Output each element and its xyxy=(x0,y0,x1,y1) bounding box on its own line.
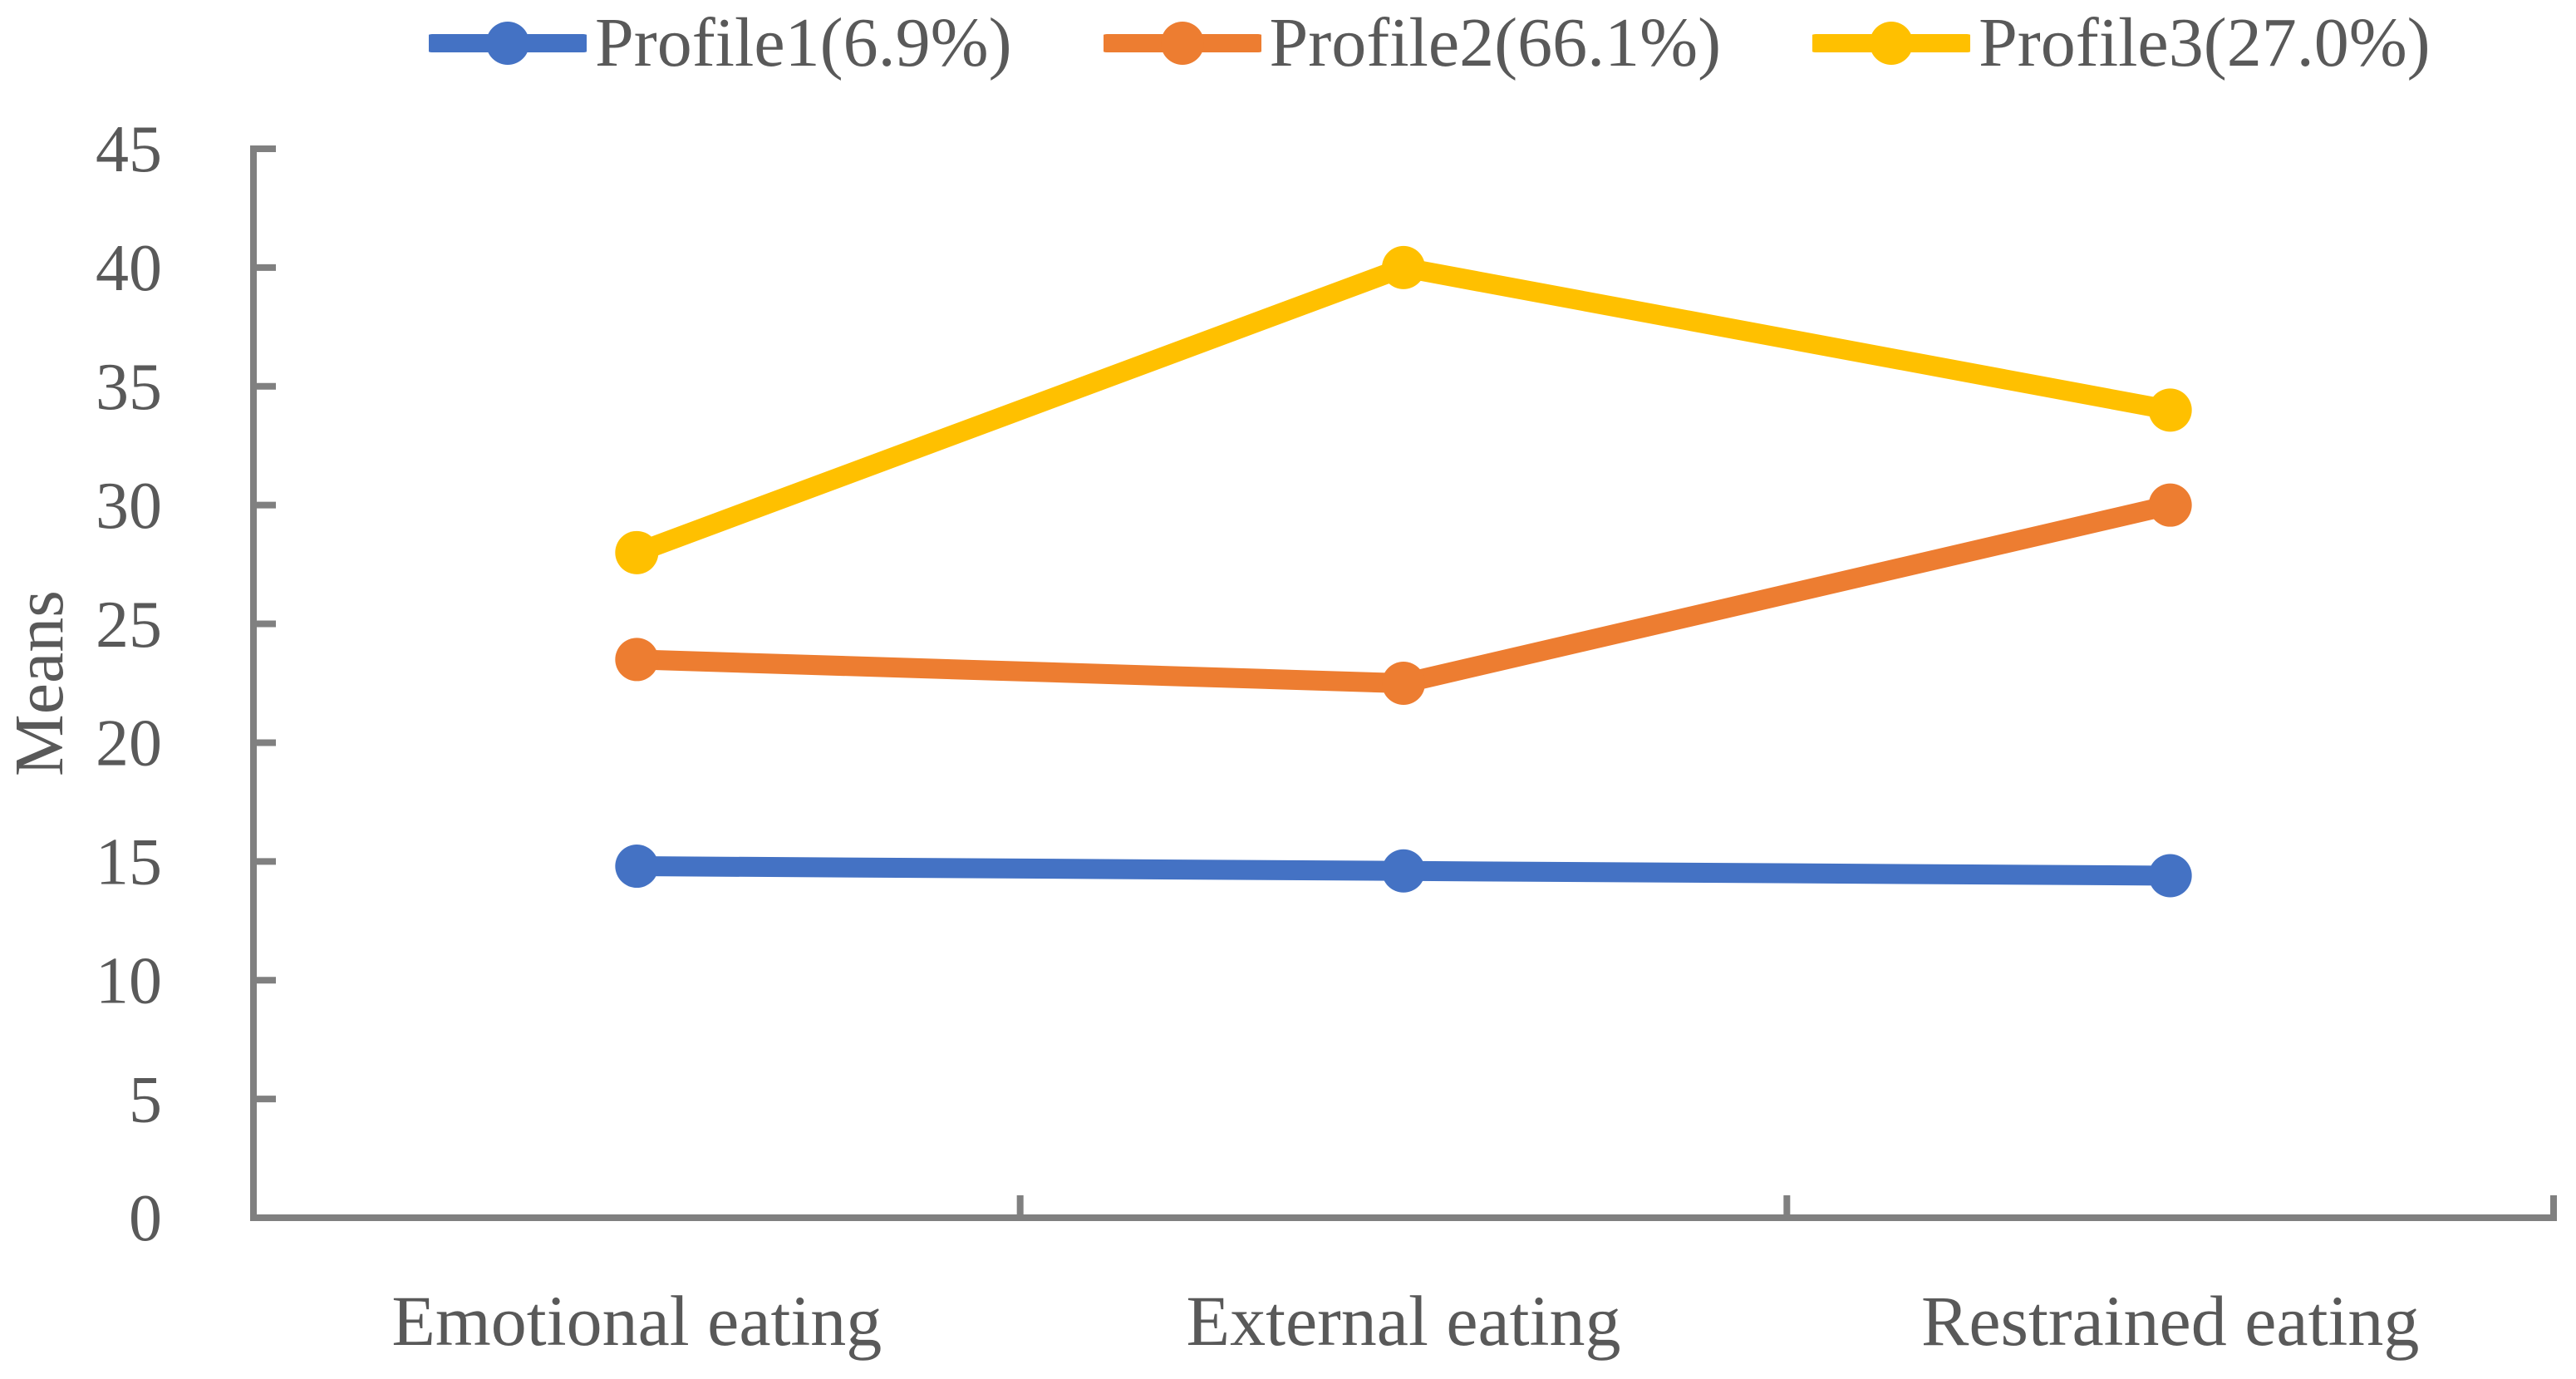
y-tick-label: 45 xyxy=(96,113,162,186)
x-category-label-emotional-eating: Emotional eating xyxy=(391,1281,882,1361)
series-line-profile3-27-0 xyxy=(627,257,2180,563)
legend-item-profile3-27-0: Profile3(27.0%) xyxy=(1812,8,2431,78)
y-tick-label: 25 xyxy=(96,589,162,662)
x-category-label-external-eating: External eating xyxy=(1187,1281,1621,1361)
series-line-profile2-66-1 xyxy=(627,495,2180,693)
legend-marker-icon xyxy=(429,22,587,65)
data-point-profile1-6-9-emotional-eating xyxy=(615,845,659,889)
legend-dot-icon xyxy=(1870,22,1914,65)
y-tick-label: 35 xyxy=(96,351,162,424)
y-tick-label: 10 xyxy=(96,944,162,1017)
data-point-profile3-27-0-restrained-eating xyxy=(2148,388,2192,432)
legend-item-label: Profile1(6.9%) xyxy=(595,4,1012,81)
y-tick-label: 0 xyxy=(129,1182,162,1255)
data-point-profile2-66-1-emotional-eating xyxy=(615,638,659,682)
data-point-profile3-27-0-emotional-eating xyxy=(615,530,659,574)
legend-marker-icon xyxy=(1103,22,1261,65)
legend-dot-icon xyxy=(486,22,529,65)
legend-item-profile2-66-1: Profile2(66.1%) xyxy=(1103,4,1722,81)
legend-item-profile1-6-9: Profile1(6.9%) xyxy=(429,8,1012,78)
legend-item-label: Profile2(66.1%) xyxy=(1269,4,1722,81)
data-point-profile2-66-1-restrained-eating xyxy=(2148,483,2192,527)
legend-marker-icon xyxy=(1812,22,1971,65)
data-point-profile1-6-9-external-eating xyxy=(1382,849,1425,893)
x-category-label-restrained-eating: Restrained eating xyxy=(1921,1281,2419,1361)
legend-dot-icon xyxy=(1160,22,1204,65)
data-point-profile1-6-9-restrained-eating xyxy=(2148,854,2192,898)
y-tick-label: 40 xyxy=(96,232,162,305)
data-point-profile2-66-1-external-eating xyxy=(1382,662,1425,705)
y-tick-label: 5 xyxy=(129,1063,162,1136)
legend: Profile1(6.9%) Profile2(66.1%) Profile3(27… xyxy=(429,8,2431,78)
y-tick-label: 20 xyxy=(96,707,162,781)
y-tick-label: 30 xyxy=(96,470,162,543)
data-point-profile3-27-0-external-eating xyxy=(1382,245,1425,289)
y-tick-label: 15 xyxy=(96,826,162,899)
legend-item-label: Profile3(27.0%) xyxy=(1979,4,2431,81)
